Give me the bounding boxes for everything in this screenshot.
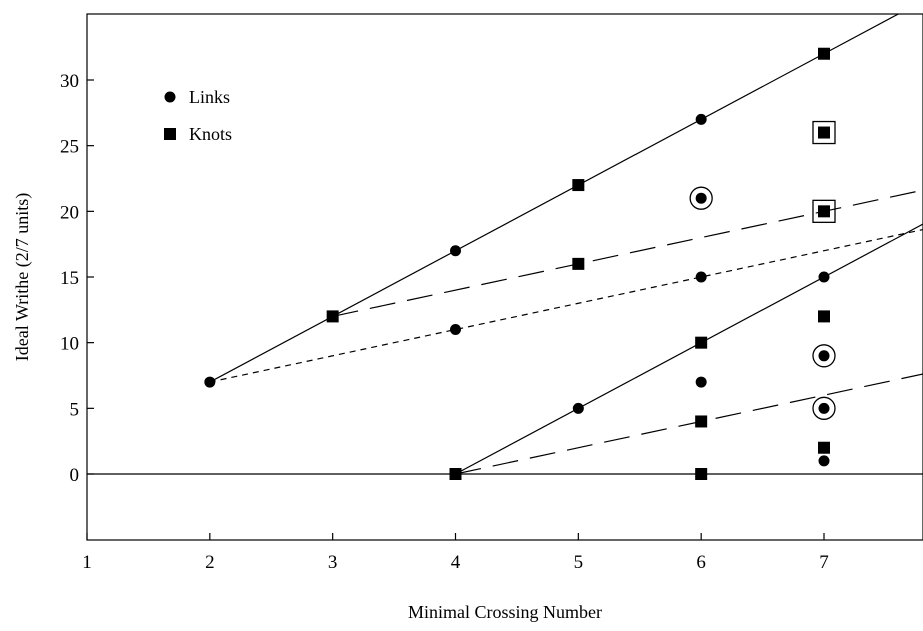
- y-axis-title: Ideal Writhe (2/7 units): [12, 193, 33, 361]
- y-tick-label: 25: [60, 137, 79, 158]
- y-tick-label: 30: [60, 71, 79, 92]
- links-point: [450, 324, 461, 335]
- links-point: [696, 193, 707, 204]
- x-tick-label: 3: [328, 552, 338, 573]
- x-tick-label: 2: [205, 552, 215, 573]
- knots-point: [818, 205, 830, 217]
- links-point: [450, 245, 461, 256]
- links-point: [696, 114, 707, 125]
- reference-line-short-dash: [210, 224, 923, 382]
- axis-ticks: 1 2 3 4 5 6 7 0 5 10 15 20 25 30: [60, 71, 829, 573]
- y-tick-label: 20: [60, 202, 79, 223]
- knots-point: [572, 258, 584, 270]
- knots-point: [695, 468, 707, 480]
- x-tick-label: 4: [451, 552, 461, 573]
- y-tick-label: 15: [60, 268, 79, 289]
- links-point: [573, 403, 584, 414]
- legend-links-marker: [165, 92, 176, 103]
- links-point: [819, 350, 830, 361]
- y-tick-label: 0: [70, 465, 80, 486]
- knots-point: [818, 127, 830, 139]
- knots-point: [327, 310, 339, 322]
- x-tick-label: 5: [574, 552, 584, 573]
- knots-point: [572, 179, 584, 191]
- links-point: [204, 377, 215, 388]
- y-tick-label: 10: [60, 334, 79, 355]
- knots-point: [818, 442, 830, 454]
- reference-line-solid: [456, 211, 923, 474]
- x-tick-label: 1: [82, 552, 92, 573]
- knots-point: [695, 337, 707, 349]
- legend-knots-label: Knots: [189, 124, 232, 144]
- knots-point: [695, 415, 707, 427]
- knots-point: [450, 468, 462, 480]
- x-tick-label: 7: [819, 552, 829, 573]
- reference-line-solid: [210, 0, 923, 382]
- legend-knots-marker: [164, 128, 176, 140]
- links-point: [819, 455, 830, 466]
- knots-point: [818, 48, 830, 60]
- links-point: [819, 272, 830, 283]
- legend-links-label: Links: [189, 87, 230, 107]
- y-tick-label: 5: [70, 399, 80, 420]
- x-tick-label: 6: [696, 552, 706, 573]
- data-points: [204, 48, 835, 480]
- x-axis-title: Minimal Crossing Number: [408, 602, 602, 622]
- knots-point: [818, 310, 830, 322]
- links-point: [696, 377, 707, 388]
- legend: Links Knots: [164, 87, 232, 144]
- links-point: [696, 272, 707, 283]
- reference-lines: [87, 0, 923, 474]
- reference-line-long-dash: [456, 369, 923, 474]
- links-point: [819, 403, 830, 414]
